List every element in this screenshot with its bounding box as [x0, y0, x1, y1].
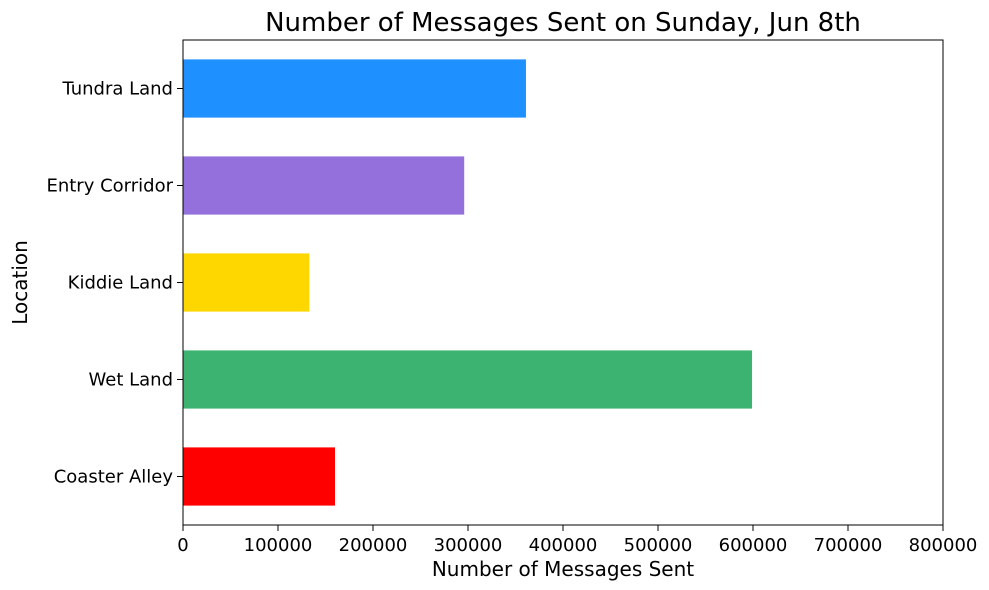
x-tick-label: 600000 [719, 535, 788, 556]
bar-entry-corridor [183, 156, 465, 215]
y-tick-label: Coaster Alley [54, 467, 174, 488]
bar-coaster-alley [183, 447, 335, 506]
x-tick-label: 700000 [814, 535, 883, 556]
y-axis: Coaster Alley Wet Land Kiddie Land Entry Co… [46, 79, 183, 488]
x-tick-label: 200000 [339, 535, 408, 556]
bar-wet-land [183, 350, 753, 409]
x-tick-label: 800000 [909, 535, 978, 556]
y-tick-label: Kiddie Land [68, 273, 173, 294]
x-axis-label: Number of Messages Sent [432, 557, 694, 581]
x-axis: 0 100000 200000 300000 400000 500000 600000 700… [177, 525, 977, 556]
y-tick-label: Wet Land [89, 370, 174, 391]
x-tick-label: 300000 [434, 535, 503, 556]
x-tick-label: 0 [177, 535, 188, 556]
y-tick-label: Tundra Land [61, 79, 173, 100]
bar-kiddie-land [183, 253, 310, 312]
x-tick-label: 500000 [624, 535, 693, 556]
x-tick-label: 100000 [244, 535, 313, 556]
chart-title: Number of Messages Sent on Sunday, Jun 8… [265, 8, 861, 38]
x-tick-label: 400000 [529, 535, 598, 556]
bars-group [183, 59, 753, 506]
y-axis-label: Location [8, 240, 32, 325]
y-tick-label: Entry Corridor [46, 176, 173, 197]
bar-tundra-land [183, 59, 526, 118]
